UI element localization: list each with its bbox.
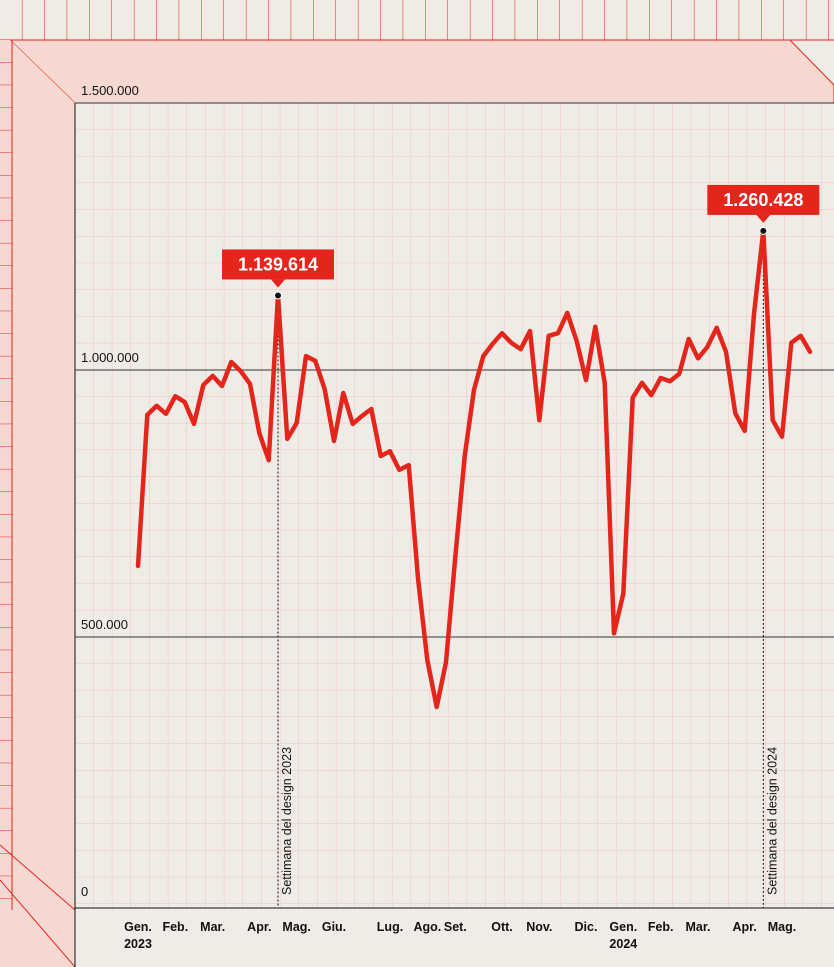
y-tick-label: 500.000 [81, 617, 128, 632]
x-tick-label: Giu. [322, 920, 346, 934]
y-tick-label: 0 [81, 884, 88, 899]
x-tick-label: Apr. [247, 920, 271, 934]
x-tick-label: Feb. [162, 920, 188, 934]
year-label: 2023 [124, 937, 152, 951]
x-tick-label: Set. [444, 920, 467, 934]
x-tick-label: Dic. [575, 920, 598, 934]
x-tick-label: Gen. [609, 920, 637, 934]
x-tick-label: Mar. [685, 920, 710, 934]
peak-point [759, 226, 768, 235]
guide-label: Settimana del design 2023 [280, 747, 294, 895]
x-tick-label: Gen. [124, 920, 152, 934]
y-tick-label: 1.500.000 [81, 83, 139, 98]
annotation-box [222, 249, 334, 280]
x-tick-label: Mag. [282, 920, 310, 934]
x-tick-label: Apr. [733, 920, 757, 934]
x-tick-label: Nov. [526, 920, 552, 934]
y-tick-label: 1.000.000 [81, 350, 139, 365]
peak-point [274, 291, 282, 300]
x-tick-label: Lug. [377, 920, 403, 934]
x-tick-label: Mag. [768, 920, 796, 934]
year-label: 2024 [609, 937, 637, 951]
annotation-label: 1.260.428 [723, 190, 803, 210]
annotation-label: 1.139.614 [238, 254, 318, 274]
guide-label: Settimana del design 2024 [765, 747, 779, 895]
x-tick-label: Ott. [491, 920, 513, 934]
annotation-pointer [756, 214, 771, 223]
x-tick-label: Mar. [200, 920, 225, 934]
x-tick-label: Feb. [648, 920, 674, 934]
x-tick-label: Ago. [413, 920, 441, 934]
data-line [135, 228, 813, 710]
annotation-box [707, 184, 820, 215]
annotation-pointer [271, 279, 285, 288]
